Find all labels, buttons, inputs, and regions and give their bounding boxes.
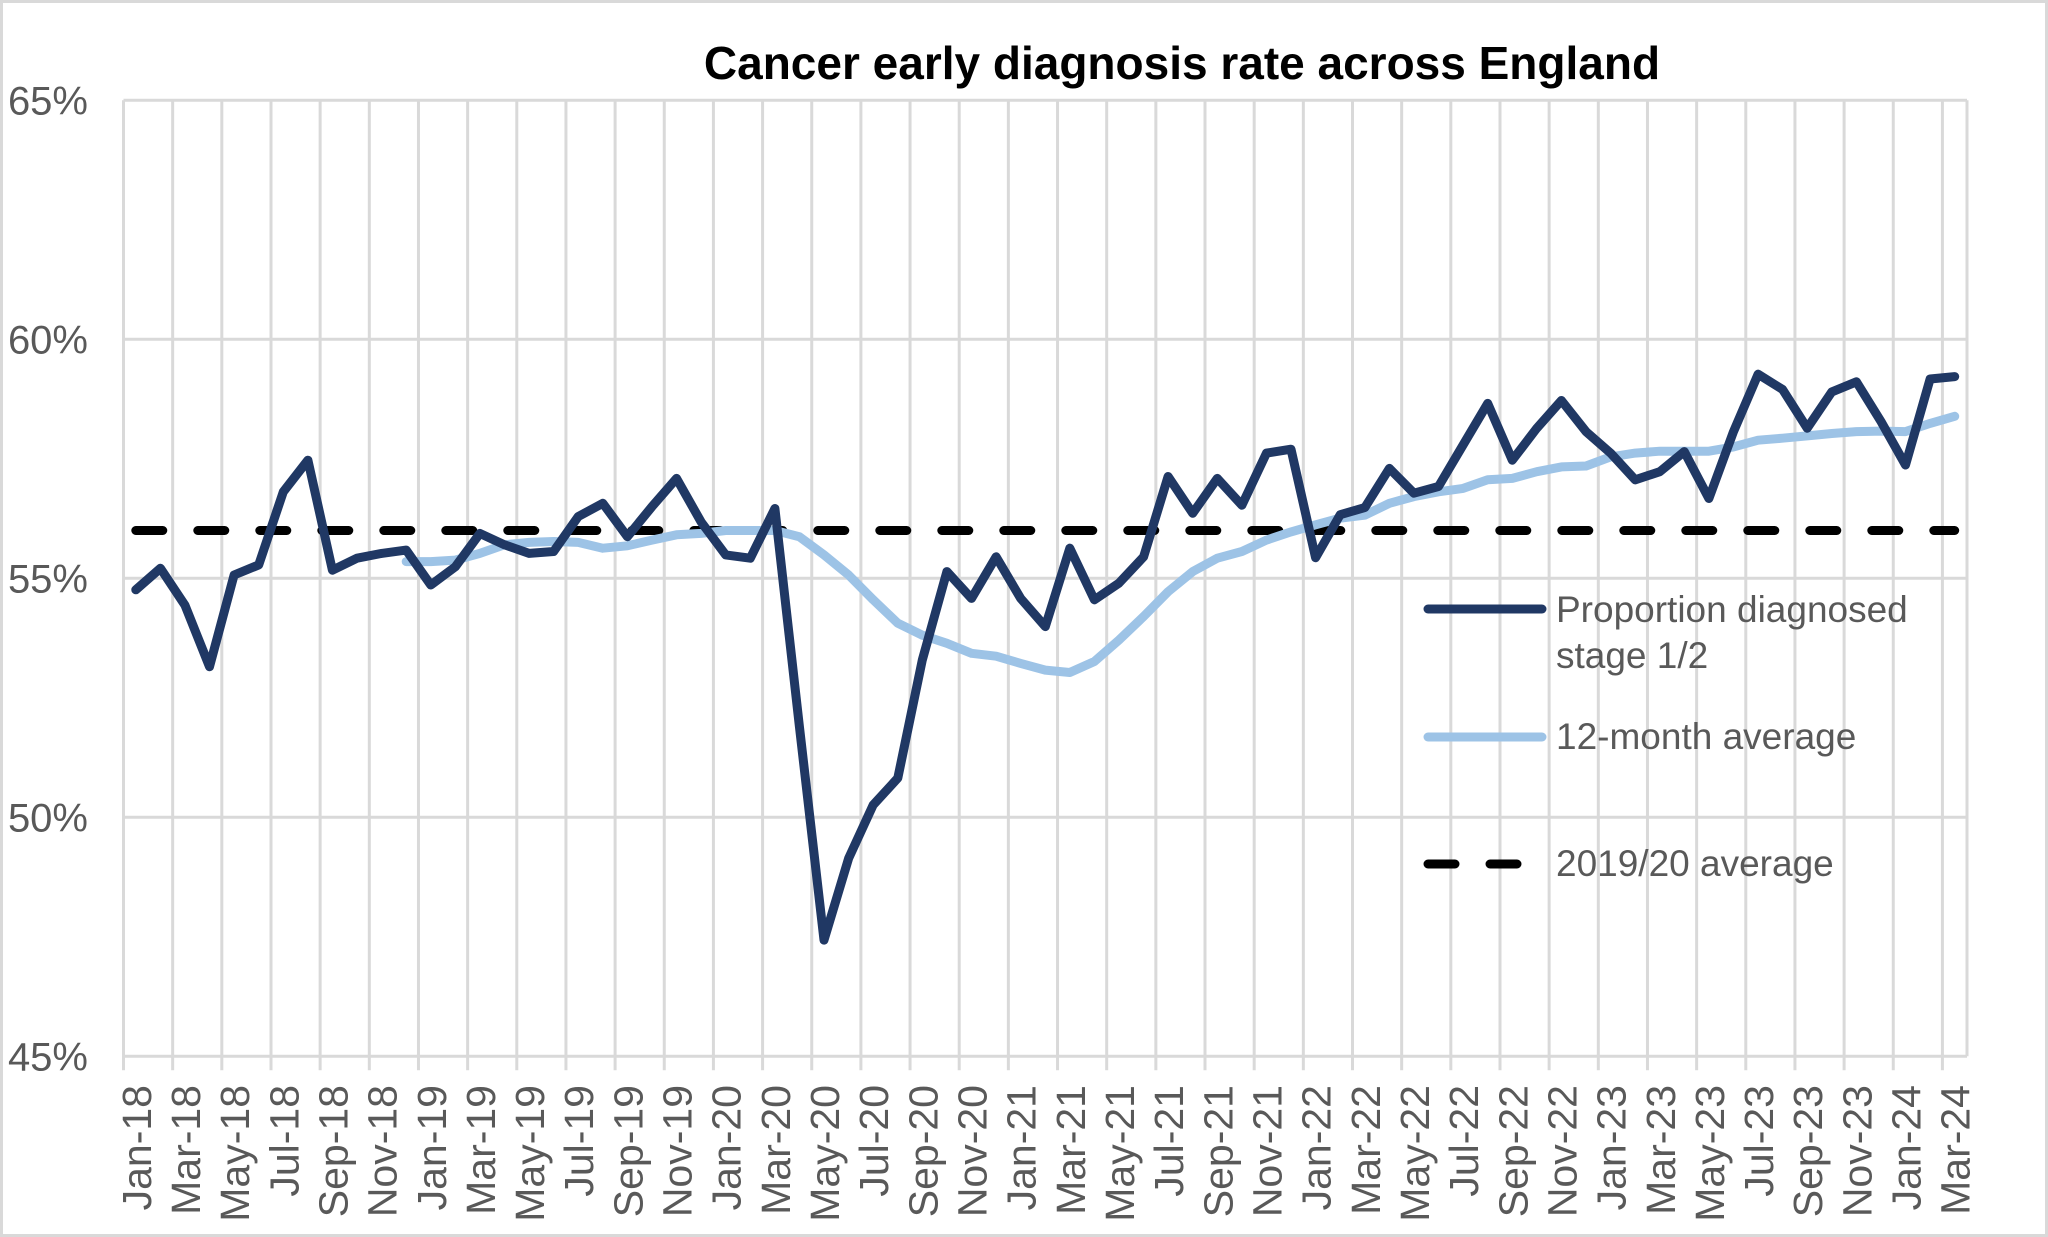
legend-label-2019-20-average: 2019/20 average bbox=[1556, 843, 1834, 884]
x-tick-label: Nov-18 bbox=[360, 1085, 406, 1217]
x-tick-label: Sep-19 bbox=[605, 1085, 651, 1217]
y-tick-label: 60% bbox=[8, 318, 88, 362]
series-line-12-month-average bbox=[401, 411, 1960, 677]
x-tick-label: May-19 bbox=[507, 1085, 553, 1222]
x-tick-label: Jul-22 bbox=[1441, 1085, 1487, 1197]
legend-item-2019-20-average: 2019/20 average bbox=[1423, 843, 1834, 884]
x-tick-label: May-23 bbox=[1687, 1085, 1733, 1222]
x-tick-label: Nov-21 bbox=[1244, 1085, 1290, 1217]
x-tick-label: Jul-21 bbox=[1146, 1085, 1192, 1197]
y-axis-labels: 45% 50% 55% 60% 65% bbox=[8, 79, 88, 1079]
chart-title: Cancer early diagnosis rate across Engla… bbox=[704, 37, 1660, 89]
x-tick-label: Mar-24 bbox=[1933, 1085, 1979, 1215]
x-tick-label: May-20 bbox=[802, 1085, 848, 1222]
x-tick-label: Jan-24 bbox=[1884, 1085, 1930, 1210]
y-tick-label: 50% bbox=[8, 796, 88, 840]
x-tick-label: Jan-18 bbox=[114, 1085, 160, 1210]
y-tick-label: 55% bbox=[8, 557, 88, 601]
x-tick-label: Sep-18 bbox=[310, 1085, 356, 1217]
legend: Proportion diagnosed stage 1/2 12-month … bbox=[1423, 589, 1908, 884]
y-tick-label: 45% bbox=[8, 1035, 88, 1079]
x-axis-labels: Jan-18 Mar-18 May-18 Jul-18 Sep-18 Nov-18 Jan-… bbox=[114, 1085, 1979, 1222]
legend-label-proportion-line2: stage 1/2 bbox=[1556, 635, 1708, 676]
x-tick-label: Jan-22 bbox=[1294, 1085, 1340, 1210]
y-tick-label: 65% bbox=[8, 79, 88, 123]
x-tick-label: May-18 bbox=[212, 1085, 258, 1222]
x-tick-label: Mar-22 bbox=[1343, 1085, 1389, 1215]
x-tick-label: Sep-22 bbox=[1490, 1085, 1536, 1217]
x-tick-label: Jul-19 bbox=[556, 1085, 602, 1197]
x-tick-label: Mar-20 bbox=[753, 1085, 799, 1215]
x-tick-label: Jul-18 bbox=[261, 1085, 307, 1197]
series-lines bbox=[131, 369, 1960, 945]
x-tick-label: Jul-23 bbox=[1736, 1085, 1782, 1197]
legend-label-12-month-average: 12-month average bbox=[1556, 716, 1856, 757]
x-tick-label: Nov-23 bbox=[1834, 1085, 1880, 1217]
x-tick-label: Sep-23 bbox=[1785, 1085, 1831, 1217]
series-line-proportion-diagnosed bbox=[131, 369, 1960, 945]
x-tick-label: Jul-20 bbox=[851, 1085, 897, 1197]
x-tick-label: Mar-23 bbox=[1638, 1085, 1684, 1215]
legend-item-proportion: Proportion diagnosed stage 1/2 bbox=[1423, 589, 1908, 676]
x-tick-label: Mar-18 bbox=[163, 1085, 209, 1215]
x-tick-label: Nov-19 bbox=[655, 1085, 701, 1217]
x-tick-label: Sep-20 bbox=[900, 1085, 946, 1217]
legend-label-proportion-line1: Proportion diagnosed bbox=[1556, 589, 1908, 630]
x-tick-label: Nov-20 bbox=[950, 1085, 996, 1217]
x-tick-label: Jan-21 bbox=[999, 1085, 1045, 1210]
x-tick-label: Mar-21 bbox=[1048, 1085, 1094, 1215]
x-tick-label: Sep-21 bbox=[1195, 1085, 1241, 1217]
x-tick-label: May-22 bbox=[1392, 1085, 1438, 1222]
x-tick-label: Jan-19 bbox=[409, 1085, 455, 1210]
x-tick-label: Mar-19 bbox=[458, 1085, 504, 1215]
legend-item-12-month-average: 12-month average bbox=[1423, 716, 1856, 757]
x-tick-label: Jan-20 bbox=[704, 1085, 750, 1210]
x-tick-label: May-21 bbox=[1097, 1085, 1143, 1222]
x-tick-label: Jan-23 bbox=[1589, 1085, 1635, 1210]
x-tick-label: Nov-22 bbox=[1539, 1085, 1585, 1217]
